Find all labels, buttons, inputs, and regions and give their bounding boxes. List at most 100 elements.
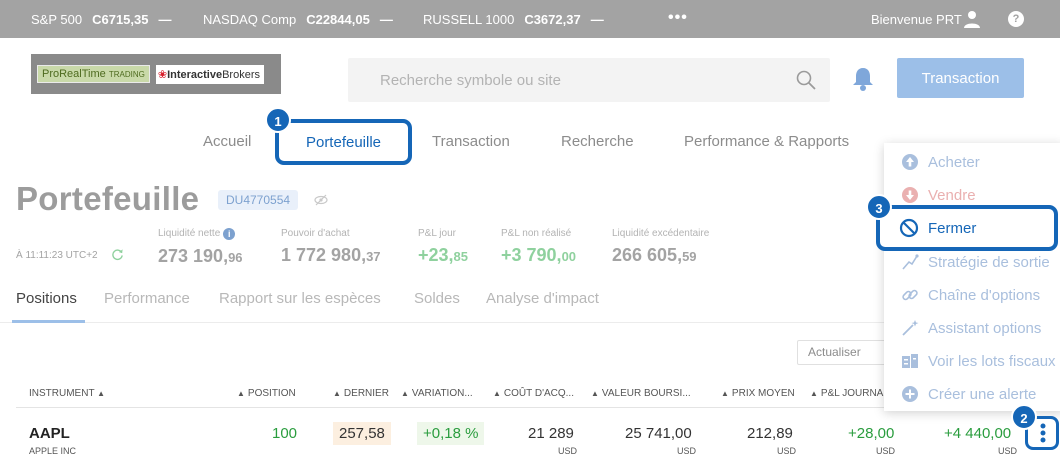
- metric-unrealized-pnl: P&L non réalisé +3 790,00: [501, 228, 576, 266]
- page-title: Portefeuille: [16, 180, 200, 217]
- tab-impact-analysis[interactable]: Analyse d'impact: [486, 290, 599, 307]
- ticker-value: C22844,05: [306, 11, 370, 27]
- no-entry-icon: [899, 218, 919, 238]
- refresh-icon[interactable]: [111, 248, 124, 261]
- metric-decimals: 96: [228, 250, 243, 265]
- interactive-brokers-logo: ❀InteractiveBrokers: [155, 64, 264, 84]
- nav-portefeuille-label: Portefeuille: [305, 133, 382, 151]
- menu-item-tax-lots[interactable]: Voir les lots fiscaux: [884, 346, 1060, 376]
- metric-value: +23,: [418, 245, 454, 265]
- wand-icon: [902, 320, 919, 336]
- column-header-market-value[interactable]: ▲ VALEUR BOURSI...: [591, 388, 691, 399]
- transaction-button[interactable]: Transaction: [897, 58, 1024, 98]
- metric-value: 273 190,: [158, 246, 229, 266]
- metric-decimals: 00: [561, 249, 577, 264]
- column-header-position[interactable]: ▲ POSITION: [237, 388, 296, 399]
- refresh-button[interactable]: Actualiser: [797, 340, 893, 365]
- active-tab-indicator: [12, 320, 85, 323]
- arrow-down-circle-icon: [902, 187, 918, 203]
- menu-item-close-position[interactable]: Fermer: [876, 205, 1058, 251]
- menu-item-option-chain[interactable]: Chaîne d'options: [884, 280, 1060, 310]
- ticker-value: C6715,35: [92, 11, 149, 27]
- step-badge-2: 2: [1011, 404, 1037, 430]
- position-actions-menu: Acheter Vendre Stratégie de sortie Chaîn…: [884, 143, 1060, 411]
- help-icon[interactable]: ?: [1008, 11, 1024, 27]
- column-header-last[interactable]: ▲ DERNIER: [333, 388, 389, 399]
- metric-buying-power: Pouvoir d'achat 1 772 980,37: [281, 228, 381, 266]
- row-position: 100: [272, 425, 298, 442]
- row-unrealized-pnl-currency: USD: [998, 446, 1018, 456]
- ticker-name: RUSSELL 1000: [423, 11, 515, 27]
- metric-label: Liquidité excédentaire: [612, 228, 710, 239]
- tax-lots-icon: [902, 354, 918, 368]
- nav-portefeuille[interactable]: Portefeuille: [275, 119, 412, 165]
- nav-transaction[interactable]: Transaction: [432, 133, 510, 150]
- row-market-value-currency: USD: [677, 446, 697, 456]
- menu-item-buy[interactable]: Acheter: [884, 147, 1060, 177]
- kebab-menu-icon: [1040, 423, 1046, 443]
- search-box: [348, 58, 830, 102]
- menu-item-options-wizard[interactable]: Assistant options: [884, 313, 1060, 343]
- brand-logo[interactable]: ProRealTime TRADING ❀InteractiveBrokers: [31, 54, 281, 94]
- row-avg-price: 212,89: [747, 425, 793, 442]
- menu-item-label: Acheter: [928, 153, 980, 171]
- menu-item-exit-strategy[interactable]: Stratégie de sortie: [884, 247, 1060, 277]
- metric-daily-pnl: P&L jour +23,85: [418, 228, 468, 266]
- tab-cash-report[interactable]: Rapport sur les espèces: [219, 290, 381, 307]
- step-badge-3: 3: [866, 194, 892, 220]
- metric-decimals: 37: [366, 249, 381, 264]
- menu-item-sell[interactable]: Vendre: [884, 180, 1060, 210]
- refresh-button-label: Actualiser: [808, 345, 861, 359]
- account-badge[interactable]: DU4770554: [218, 190, 299, 210]
- row-symbol[interactable]: AAPL: [29, 425, 70, 442]
- row-cost-currency: USD: [558, 446, 578, 456]
- row-daily-pnl-currency: USD: [876, 446, 896, 456]
- column-header-cost[interactable]: ▲ COÛT D'ACQ...: [493, 388, 574, 399]
- info-icon[interactable]: i: [223, 228, 236, 240]
- column-header-instrument[interactable]: INSTRUMENT ▲: [29, 388, 106, 399]
- menu-item-create-alert[interactable]: Créer une alerte: [884, 379, 1060, 409]
- ticker-item-sp500[interactable]: S&P 500 C6715,35 —: [31, 0, 171, 38]
- menu-item-label: Fermer: [928, 219, 977, 237]
- metric-label: Liquidité nette: [158, 228, 221, 239]
- link-icon: [902, 289, 918, 301]
- update-time: À 11:11:23 UTC+2: [16, 250, 98, 261]
- user-icon[interactable]: [962, 9, 982, 29]
- tab-performance[interactable]: Performance: [104, 290, 190, 307]
- notifications-bell-icon[interactable]: [851, 66, 875, 92]
- hide-eye-icon[interactable]: [314, 193, 328, 207]
- metric-decimals: 85: [453, 249, 469, 264]
- row-company-name: APPLE INC: [29, 446, 77, 456]
- prorealtime-logo: ProRealTime TRADING: [37, 65, 150, 83]
- ticker-change: —: [158, 11, 172, 27]
- row-daily-pnl: +28,00: [848, 425, 895, 442]
- column-header-avg-price[interactable]: ▲ PRIX MOYEN: [721, 388, 795, 399]
- search-input[interactable]: [348, 58, 788, 102]
- row-market-value: 25 741,00: [625, 425, 692, 442]
- welcome-text[interactable]: Bienvenue PRT: [871, 12, 962, 27]
- row-unrealized-pnl: +4 440,00: [944, 425, 1012, 442]
- menu-item-label: Vendre: [928, 186, 976, 204]
- ticker-item-nasdaq[interactable]: NASDAQ Comp C22844,05 —: [203, 0, 393, 38]
- row-avg-price-currency: USD: [777, 446, 797, 456]
- nav-recherche[interactable]: Recherche: [561, 133, 634, 150]
- tabs-divider: [0, 322, 1060, 323]
- metric-value: 1 772 980,: [281, 245, 367, 265]
- metric-label: Pouvoir d'achat: [281, 228, 350, 239]
- metric-value: +3 790,: [501, 245, 562, 265]
- tab-balances[interactable]: Soldes: [414, 290, 460, 307]
- row-last-price: 257,58: [333, 422, 391, 445]
- column-header-daily-pnl[interactable]: ▲ P&L JOURNA...: [810, 388, 892, 399]
- ticker-item-russell[interactable]: RUSSELL 1000 C3672,37 —: [423, 0, 604, 38]
- metric-net-liquidity: Liquidité nette i 273 190,96: [158, 228, 243, 267]
- tab-positions[interactable]: Positions: [16, 290, 77, 307]
- arrow-up-circle-icon: [902, 154, 918, 170]
- nav-performance-rapports[interactable]: Performance & Rapports: [684, 133, 850, 150]
- search-icon[interactable]: [796, 70, 816, 90]
- row-change: +0,18 %: [417, 422, 485, 445]
- menu-item-label: Créer une alerte: [928, 385, 1037, 403]
- nav-accueil[interactable]: Accueil: [203, 133, 252, 150]
- more-tickers-button[interactable]: •••: [668, 9, 688, 26]
- column-header-change[interactable]: ▲ VARIATION...: [401, 388, 473, 399]
